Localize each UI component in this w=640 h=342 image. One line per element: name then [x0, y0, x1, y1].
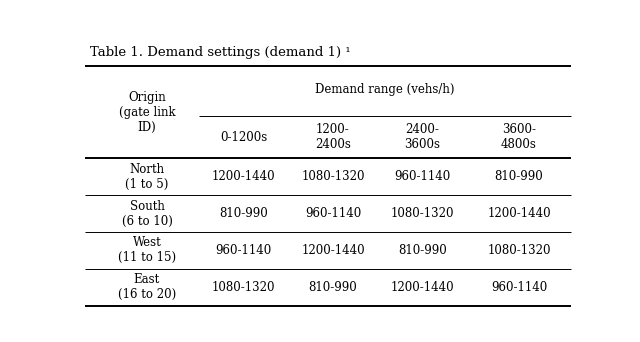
Text: 1080-1320: 1080-1320 [212, 281, 275, 294]
Text: Origin
(gate link
ID): Origin (gate link ID) [118, 91, 175, 134]
Text: 1080-1320: 1080-1320 [301, 170, 365, 183]
Text: East
(16 to 20): East (16 to 20) [118, 273, 176, 301]
Text: 3600-
4800s: 3600- 4800s [501, 123, 537, 151]
Text: Table 1. Demand settings (demand 1) ¹: Table 1. Demand settings (demand 1) ¹ [90, 47, 351, 60]
Text: South
(6 to 10): South (6 to 10) [122, 199, 172, 227]
Text: 810-990: 810-990 [398, 244, 447, 257]
Text: 2400-
3600s: 2400- 3600s [404, 123, 440, 151]
Text: 1200-
2400s: 1200- 2400s [315, 123, 351, 151]
Text: 1080-1320: 1080-1320 [390, 207, 454, 220]
Text: 960-1140: 960-1140 [305, 207, 361, 220]
Text: 1080-1320: 1080-1320 [487, 244, 550, 257]
Text: North
(1 to 5): North (1 to 5) [125, 163, 169, 190]
Text: 1200-1440: 1200-1440 [487, 207, 551, 220]
Text: Demand range (vehs/h): Demand range (vehs/h) [316, 83, 455, 96]
Text: 960-1140: 960-1140 [216, 244, 272, 257]
Text: 1200-1440: 1200-1440 [301, 244, 365, 257]
Text: 960-1140: 960-1140 [491, 281, 547, 294]
Text: 1200-1440: 1200-1440 [390, 281, 454, 294]
Text: 810-990: 810-990 [495, 170, 543, 183]
Text: 1200-1440: 1200-1440 [212, 170, 275, 183]
Text: West
(11 to 15): West (11 to 15) [118, 236, 176, 264]
Text: 810-990: 810-990 [220, 207, 268, 220]
Text: 960-1140: 960-1140 [394, 170, 451, 183]
Text: 0-1200s: 0-1200s [220, 131, 268, 144]
Text: 810-990: 810-990 [308, 281, 357, 294]
